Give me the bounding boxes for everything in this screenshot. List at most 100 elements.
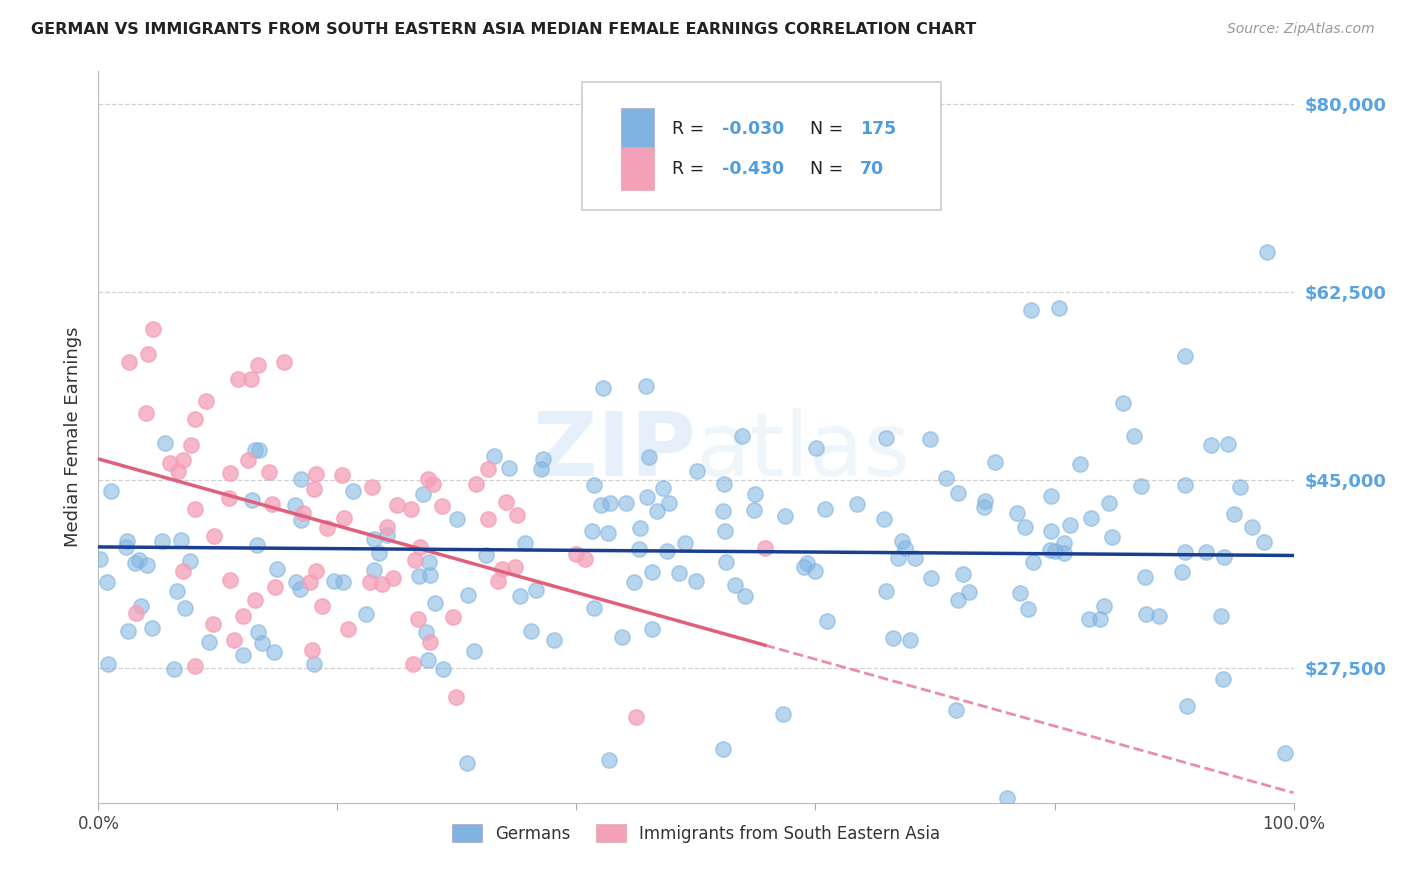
Point xyxy=(1274,746,1296,760)
Point xyxy=(292,506,315,520)
Point xyxy=(1053,546,1076,560)
Point xyxy=(583,477,606,491)
Point xyxy=(713,476,735,491)
Point xyxy=(655,543,678,558)
Point xyxy=(240,492,263,507)
Point xyxy=(804,564,827,578)
Point xyxy=(299,574,322,589)
Point xyxy=(509,589,531,603)
Point xyxy=(814,502,837,516)
Point xyxy=(330,467,353,482)
Point xyxy=(873,511,896,525)
Point xyxy=(263,645,285,659)
Point xyxy=(363,563,385,577)
Point xyxy=(1130,479,1153,493)
Point xyxy=(484,450,506,464)
Point xyxy=(581,524,603,539)
Point xyxy=(173,601,195,615)
Point xyxy=(1174,545,1197,559)
Point xyxy=(1017,602,1039,616)
Point xyxy=(115,534,138,549)
Point xyxy=(714,524,737,539)
Point xyxy=(243,443,266,458)
Point xyxy=(360,479,382,493)
Point xyxy=(246,624,269,639)
Point xyxy=(1170,566,1192,580)
Point xyxy=(1059,518,1081,533)
Point xyxy=(882,632,904,646)
Point xyxy=(845,497,868,511)
Point xyxy=(533,452,555,467)
Point xyxy=(742,503,765,517)
Point xyxy=(1080,510,1102,524)
Text: 175: 175 xyxy=(859,120,896,138)
Point xyxy=(290,472,312,486)
Point xyxy=(995,791,1018,805)
Point xyxy=(1010,586,1032,600)
Point xyxy=(1019,303,1042,318)
Point xyxy=(793,560,815,574)
Point xyxy=(731,429,754,443)
Text: R =: R = xyxy=(672,160,710,178)
Point xyxy=(898,632,921,647)
Point xyxy=(641,566,664,580)
Point xyxy=(342,483,364,498)
Point xyxy=(375,520,398,534)
Point xyxy=(744,487,766,501)
Point xyxy=(673,536,696,550)
Point xyxy=(444,690,467,705)
Point xyxy=(463,644,485,658)
Point xyxy=(636,378,658,392)
Point xyxy=(475,548,498,562)
Point xyxy=(598,753,620,767)
Point xyxy=(946,486,969,500)
Point xyxy=(323,574,346,589)
Point xyxy=(402,657,425,672)
Point xyxy=(574,551,596,566)
Point xyxy=(1213,550,1236,565)
Point xyxy=(423,596,446,610)
Point xyxy=(1111,396,1133,410)
Point xyxy=(115,540,138,554)
Point xyxy=(583,600,606,615)
Point xyxy=(232,609,254,624)
Point xyxy=(920,432,942,446)
Point xyxy=(1077,612,1099,626)
Point xyxy=(416,472,439,486)
Text: N =: N = xyxy=(810,120,848,138)
Point xyxy=(228,372,250,386)
Point xyxy=(332,575,354,590)
Point xyxy=(1174,477,1197,491)
Point xyxy=(305,467,328,482)
Point xyxy=(465,477,488,491)
Point xyxy=(368,546,391,560)
Point xyxy=(636,490,658,504)
Point xyxy=(505,508,527,522)
Point xyxy=(920,571,942,585)
Point xyxy=(142,322,165,336)
Point xyxy=(150,533,173,548)
Point xyxy=(1039,489,1062,503)
Point xyxy=(446,512,468,526)
Point xyxy=(337,622,360,636)
Point xyxy=(1195,545,1218,559)
Point xyxy=(1174,349,1197,363)
FancyBboxPatch shape xyxy=(582,82,941,211)
Point xyxy=(218,574,240,588)
Point xyxy=(89,552,111,566)
Point xyxy=(260,498,283,512)
Point xyxy=(957,585,980,599)
Point xyxy=(201,617,224,632)
Y-axis label: Median Female Earnings: Median Female Earnings xyxy=(63,326,82,548)
Point xyxy=(441,610,464,624)
Point xyxy=(404,553,426,567)
Point xyxy=(218,466,240,480)
Point xyxy=(596,525,619,540)
Point xyxy=(117,355,139,369)
Point xyxy=(1088,612,1111,626)
Point xyxy=(290,513,312,527)
Point xyxy=(273,355,295,369)
Point xyxy=(875,583,897,598)
Point xyxy=(218,491,240,505)
Point xyxy=(658,496,681,510)
